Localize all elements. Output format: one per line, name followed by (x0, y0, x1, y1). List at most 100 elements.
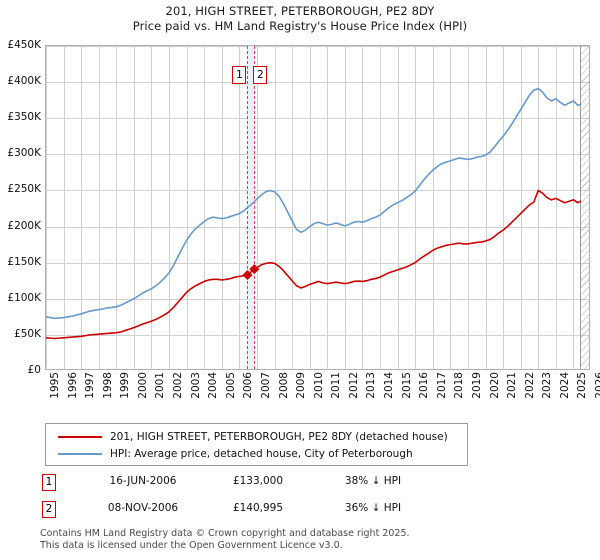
gridline-vertical (380, 46, 382, 369)
title-line-2: Price paid vs. HM Land Registry's House … (132, 19, 468, 33)
x-axis-tick-label: 2002 (172, 372, 185, 399)
x-axis-tick-label: 1995 (49, 372, 61, 399)
table-row: 1 16-JUN-2006 £133,000 38% ↓ HPI (38, 473, 468, 500)
x-axis-tick-label: 1998 (101, 372, 114, 399)
footer-line-2: This data is licensed under the Open Gov… (40, 539, 343, 551)
y-axis-tick-label: £450K (7, 39, 41, 51)
gridline-vertical (485, 46, 487, 369)
page-title: 201, HIGH STREET, PETERBOROUGH, PE2 8DY … (0, 0, 600, 34)
gridline-horizontal (46, 82, 589, 84)
gridline-vertical (573, 46, 575, 369)
x-axis-tick-label: 2011 (330, 372, 343, 399)
series-line (46, 87, 582, 320)
gridline-vertical (81, 46, 83, 369)
sale-callout-1: 1 (232, 66, 247, 84)
gridline-vertical (133, 46, 135, 369)
footer-line-1: Contains HM Land Registry data © Crown c… (40, 528, 410, 539)
gridline-vertical (450, 46, 452, 369)
gridline-vertical (46, 46, 47, 369)
y-axis-tick-label: £250K (7, 183, 41, 196)
gridline-vertical (432, 46, 434, 369)
y-axis-tick-label: £200K (7, 219, 41, 232)
x-axis-tick-label: 2000 (136, 372, 149, 399)
x-axis-tick-label: 2007 (259, 372, 272, 399)
series-line (46, 189, 582, 340)
gridline-vertical (98, 46, 100, 369)
x-axis-tick-label: 2001 (154, 372, 167, 399)
x-axis-tick-label: 2020 (488, 372, 501, 399)
y-axis-tick-label: £350K (7, 111, 41, 124)
gridline-vertical (116, 46, 118, 369)
sale-callout-2: 2 (253, 66, 268, 84)
gridline-vertical (186, 46, 188, 369)
table-row: 2 08-NOV-2006 £140,995 36% ↓ HPI (38, 500, 468, 527)
x-axis-tick-label: 1997 (84, 372, 97, 399)
gridline-vertical (327, 46, 329, 369)
gridline-vertical (274, 46, 276, 369)
legend-item-property: 201, HIGH STREET, PETERBOROUGH, PE2 8DY … (52, 429, 467, 445)
legend-label-hpi: HPI: Average price, detached house, City… (110, 448, 413, 460)
gridline-horizontal (46, 298, 589, 300)
txn-index-badge-2: 2 (42, 501, 56, 518)
x-axis-tick-label: 2015 (400, 372, 413, 399)
gridline-horizontal (46, 190, 589, 192)
txn-date-2: 08-NOV-2006 (107, 502, 179, 514)
gridline-vertical (362, 46, 364, 369)
gridline-vertical (256, 46, 258, 369)
x-axis-tick-label: 2016 (418, 372, 431, 399)
gridline-horizontal (46, 46, 589, 47)
txn-index-badge-1: 1 (42, 474, 56, 491)
y-axis-tick-label: £400K (7, 75, 41, 88)
sale-period-band (247, 46, 255, 369)
txn-price-2: £140,995 (232, 502, 284, 514)
x-axis-tick-label: 2005 (224, 372, 237, 399)
series-lines (46, 87, 582, 340)
gridline-vertical (503, 46, 505, 369)
y-axis-tick-label: £150K (7, 255, 41, 268)
txn-date-1: 16-JUN-2006 (109, 475, 177, 487)
legend-swatch-hpi (58, 453, 102, 455)
gridline-vertical (309, 46, 311, 369)
legend-label-property: 201, HIGH STREET, PETERBOROUGH, PE2 8DY … (110, 431, 448, 443)
x-axis-tick-label: 2008 (277, 372, 290, 399)
chart-legend: 201, HIGH STREET, PETERBOROUGH, PE2 8DY … (45, 423, 468, 466)
x-axis-tick-label: 2022 (523, 372, 536, 399)
transactions-table: 1 16-JUN-2006 £133,000 38% ↓ HPI 2 08-NO… (38, 473, 468, 527)
x-axis-tick-label: 2010 (312, 372, 325, 399)
txn-price-1: £133,000 (232, 475, 284, 487)
gridline-vertical (520, 46, 522, 369)
gridline-horizontal (46, 334, 589, 336)
x-axis-tick-label: 2014 (383, 372, 396, 399)
x-axis-tick-label: 2017 (435, 372, 448, 399)
txn-hpi-delta-1: 38% ↓ HPI (344, 475, 402, 487)
gridline-vertical (555, 46, 557, 369)
x-axis-tick-label: 2024 (558, 372, 571, 399)
gridline-vertical (204, 46, 206, 369)
x-axis-tick-label: 2013 (365, 372, 378, 399)
price-history-chart: £0 £50K £100K £150K £200K £250K £300K £350K £400… (7, 39, 600, 399)
gridline-vertical (397, 46, 399, 369)
no-data-hatched-region (580, 46, 589, 369)
y-axis-tick-label: £300K (7, 147, 41, 160)
x-axis-tick-label: 2018 (453, 372, 466, 399)
gridline-vertical (415, 46, 417, 369)
gridline-vertical (344, 46, 346, 369)
gridline-vertical (63, 46, 65, 369)
x-axis-tick-label: 1999 (119, 372, 132, 399)
legend-swatch-property (58, 436, 102, 438)
x-axis-tick-label: 2012 (347, 372, 360, 399)
gridline-horizontal (46, 154, 589, 156)
title-line-1: 201, HIGH STREET, PETERBOROUGH, PE2 8DY (165, 4, 435, 18)
x-axis-tick-label: 2006 (242, 372, 255, 399)
x-axis-tick-label: 2004 (207, 372, 220, 399)
gridline-vertical (239, 46, 241, 369)
x-axis-tick-label: 2023 (541, 372, 554, 399)
y-axis-tick-label: £100K (7, 291, 41, 304)
x-axis-tick-label: 2003 (189, 372, 202, 399)
x-axis-tick-label: 2026 (594, 372, 600, 399)
sale-point-marker (242, 269, 253, 280)
legend-item-hpi: HPI: Average price, detached house, City… (52, 446, 467, 462)
y-axis-tick-label: £50K (14, 327, 41, 340)
x-axis-tick-label: 2025 (576, 372, 589, 399)
x-axis-tick-label: 2009 (295, 372, 308, 399)
